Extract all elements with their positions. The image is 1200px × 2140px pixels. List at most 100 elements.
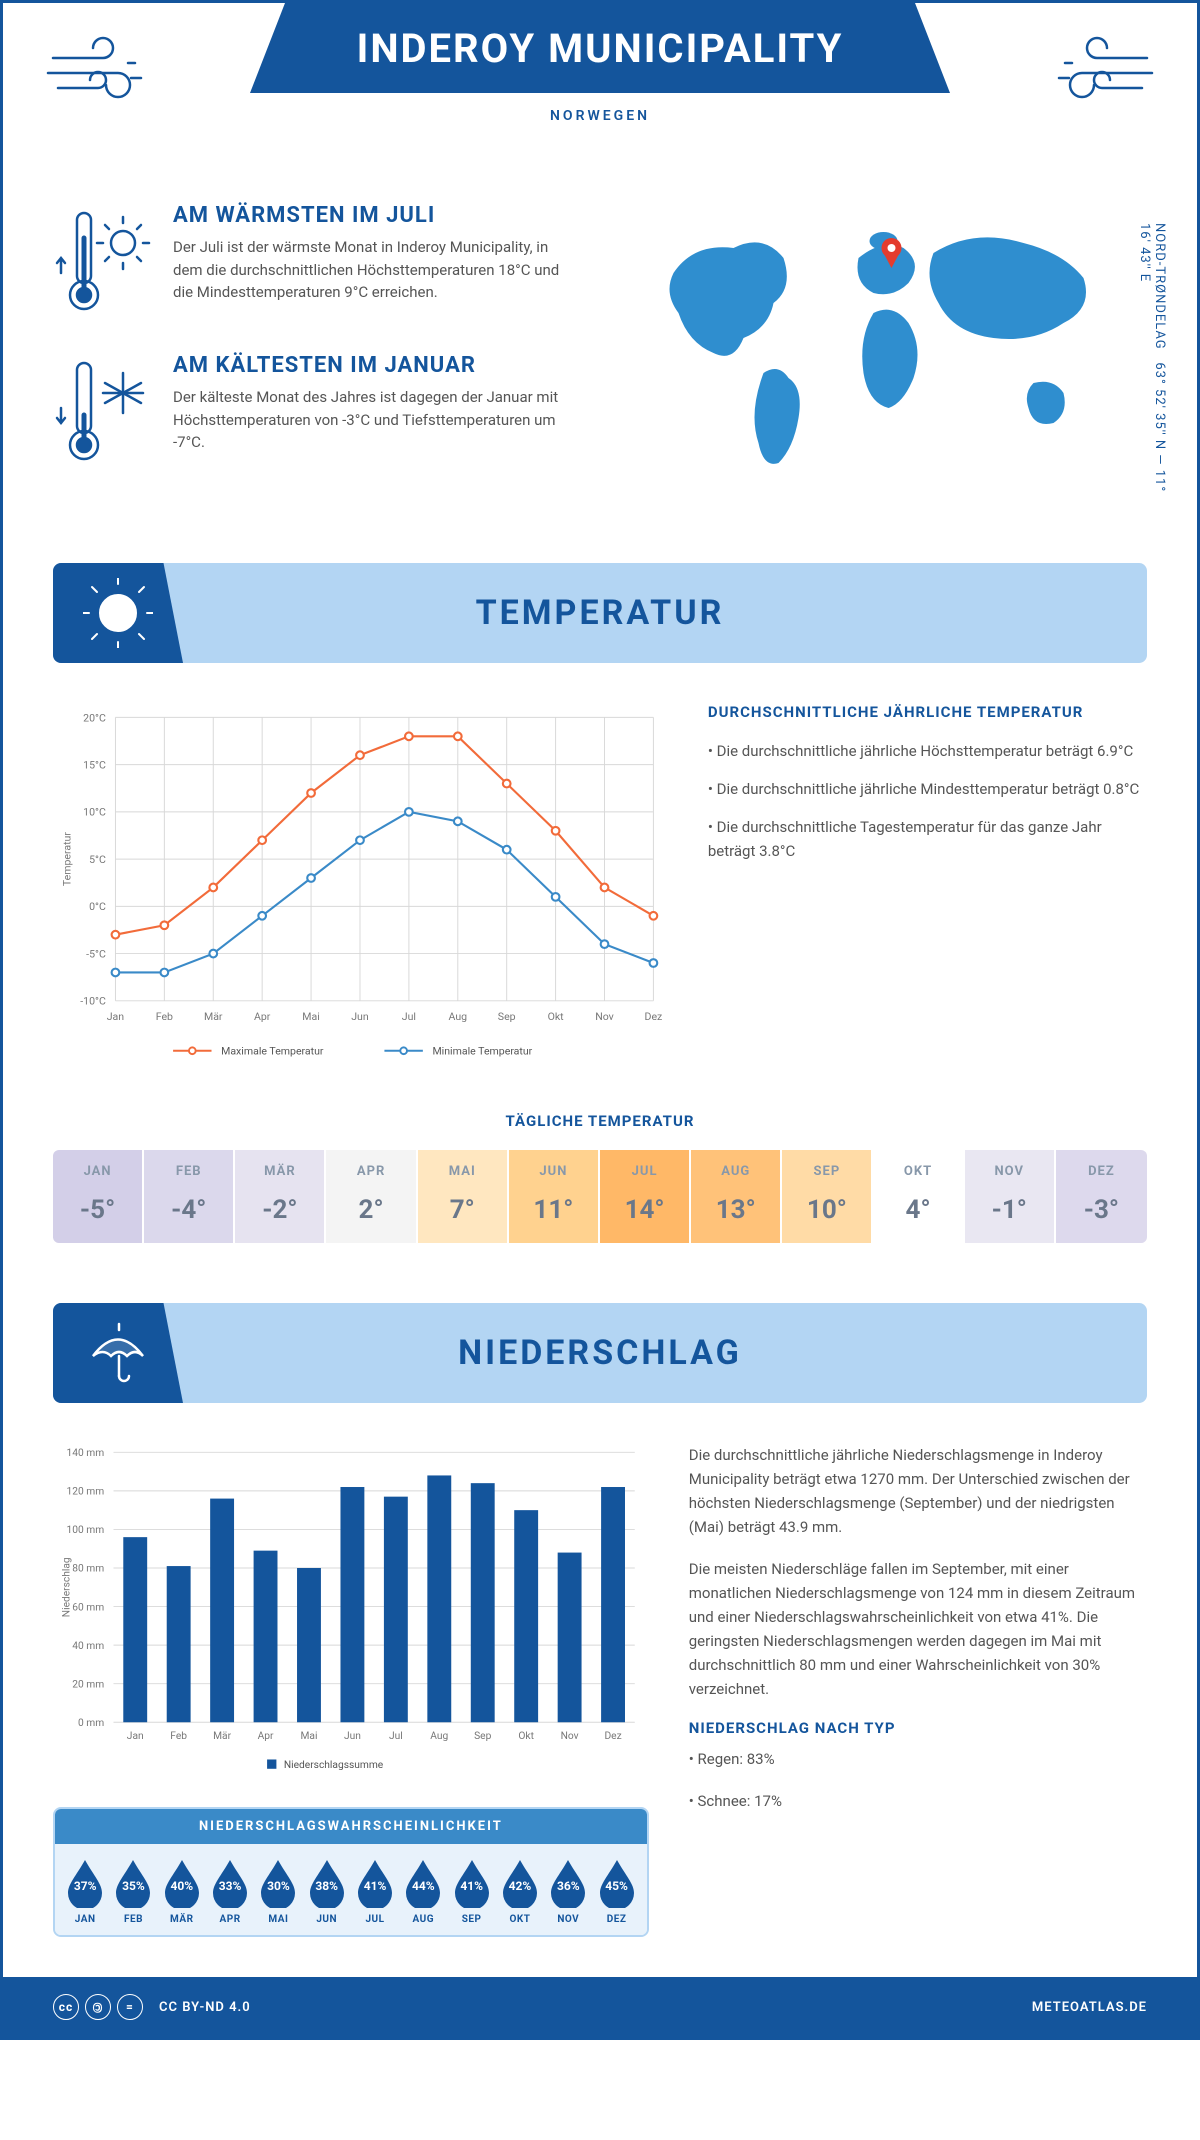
probability-cell: 42% OKT: [496, 1858, 544, 1925]
sun-icon: [53, 563, 183, 663]
footer: cc 🄯 = CC BY-ND 4.0 METEOATLAS.DE: [3, 1977, 1197, 2037]
daily-temp-cell: SEP10°: [782, 1150, 873, 1243]
svg-text:Nov: Nov: [561, 1731, 579, 1742]
umbrella-icon: [53, 1303, 183, 1403]
svg-text:Temperatur: Temperatur: [60, 832, 73, 887]
precip-body: 0 mm20 mm40 mm60 mm80 mm100 mm120 mm140 …: [3, 1423, 1197, 1977]
daily-temp-cell: JUN11°: [509, 1150, 600, 1243]
daily-temp-cell: MÄR-2°: [235, 1150, 326, 1243]
daily-temp-grid: JAN-5°FEB-4°MÄR-2°APR2°MAI7°JUN11°JUL14°…: [53, 1150, 1147, 1243]
thermometer-hot-icon: [53, 203, 153, 323]
svg-text:20°C: 20°C: [83, 711, 106, 724]
svg-text:Dez: Dez: [645, 1010, 663, 1023]
raindrop-icon: 36%: [547, 1858, 589, 1908]
svg-text:20 mm: 20 mm: [72, 1679, 104, 1690]
svg-text:80 mm: 80 mm: [72, 1564, 104, 1575]
subtitle: NORWEGEN: [550, 108, 650, 124]
daily-temp-cell: NOV-1°: [965, 1150, 1056, 1243]
daily-temp-heading: TÄGLICHE TEMPERATUR: [53, 1112, 1147, 1130]
svg-text:60 mm: 60 mm: [72, 1602, 104, 1613]
svg-text:Niederschlagssumme: Niederschlagssumme: [284, 1760, 384, 1771]
raindrop-icon: 35%: [112, 1858, 154, 1908]
infographic-container: INDEROY MUNICIPALITY NORWEGEN: [0, 0, 1200, 2040]
daily-temp-cell: APR2°: [326, 1150, 417, 1243]
precip-heading: NIEDERSCHLAG: [183, 1333, 1147, 1373]
svg-text:Jul: Jul: [402, 1010, 416, 1023]
svg-text:Nov: Nov: [595, 1010, 614, 1023]
probability-cell: 30% MAI: [254, 1858, 302, 1925]
svg-text:Jun: Jun: [344, 1731, 361, 1742]
probability-cell: 41% JUL: [351, 1858, 399, 1925]
temperature-line-chart: -10°C-5°C0°C5°C10°C15°C20°CJanFebMärAprM…: [53, 703, 668, 1072]
temperature-body: -10°C-5°C0°C5°C10°C15°C20°CJanFebMärAprM…: [3, 683, 1197, 1112]
svg-text:10°C: 10°C: [83, 806, 106, 819]
daily-temp-cell: DEZ-3°: [1056, 1150, 1147, 1243]
intro-section: AM WÄRMSTEN IM JULI Der Juli ist der wär…: [3, 183, 1197, 543]
svg-text:Dez: Dez: [604, 1731, 621, 1742]
raindrop-icon: 44%: [402, 1858, 444, 1908]
precip-bar-chart: 0 mm20 mm40 mm60 mm80 mm100 mm120 mm140 …: [53, 1443, 649, 1778]
daily-temp-cell: JAN-5°: [53, 1150, 144, 1243]
raindrop-icon: 37%: [64, 1858, 106, 1908]
coordinates-label: NORD-TRØNDELAG 63° 52' 35'' N — 11° 16' …: [1137, 223, 1167, 503]
probability-cell: 33% APR: [206, 1858, 254, 1925]
svg-text:Apr: Apr: [258, 1731, 274, 1742]
nd-icon: =: [117, 1994, 143, 2020]
svg-text:Minimale Temperatur: Minimale Temperatur: [432, 1045, 532, 1058]
warmest-title: AM WÄRMSTEN IM JULI: [173, 203, 580, 228]
svg-text:Aug: Aug: [430, 1731, 448, 1742]
probability-cell: 41% SEP: [447, 1858, 495, 1925]
warmest-block: AM WÄRMSTEN IM JULI Der Juli ist der wär…: [53, 203, 580, 323]
daily-temp-cell: AUG13°: [691, 1150, 782, 1243]
page-title: INDEROY MUNICIPALITY: [357, 25, 844, 72]
probability-grid: 37% JAN 35% FEB 40% MÄR 33% APR 30% MAI …: [55, 1844, 647, 1935]
svg-text:-5°C: -5°C: [86, 947, 106, 960]
svg-text:Mär: Mär: [213, 1731, 231, 1742]
probability-cell: 37% JAN: [61, 1858, 109, 1925]
wind-icon: [1037, 33, 1157, 113]
wind-icon: [43, 33, 163, 113]
world-map-icon: [620, 203, 1147, 483]
daily-temperature-block: TÄGLICHE TEMPERATUR JAN-5°FEB-4°MÄR-2°AP…: [3, 1112, 1197, 1283]
precip-left-column: 0 mm20 mm40 mm60 mm80 mm100 mm120 mm140 …: [53, 1443, 649, 1937]
svg-text:Feb: Feb: [156, 1010, 173, 1023]
svg-text:Mai: Mai: [302, 1010, 320, 1023]
raindrop-icon: 41%: [451, 1858, 493, 1908]
title-banner: INDEROY MUNICIPALITY: [250, 3, 950, 93]
thermometer-cold-icon: [53, 353, 153, 473]
svg-text:Sep: Sep: [498, 1010, 516, 1023]
coldest-block: AM KÄLTESTEN IM JANUAR Der kälteste Mona…: [53, 353, 580, 473]
probability-heading: NIEDERSCHLAGSWAHRSCHEINLICHKEIT: [55, 1809, 647, 1844]
probability-cell: 40% MÄR: [158, 1858, 206, 1925]
probability-cell: 38% JUN: [303, 1858, 351, 1925]
cc-icon: cc: [53, 1994, 79, 2020]
coldest-text: Der kälteste Monat des Jahres ist dagege…: [173, 386, 580, 454]
temperature-annual-text: DURCHSCHNITTLICHE JÄHRLICHE TEMPERATUR •…: [708, 703, 1147, 1072]
svg-text:Jun: Jun: [351, 1010, 369, 1023]
precip-section-header: NIEDERSCHLAG: [53, 1303, 1147, 1403]
raindrop-icon: 30%: [257, 1858, 299, 1908]
svg-text:5°C: 5°C: [89, 853, 106, 866]
svg-text:Aug: Aug: [449, 1010, 468, 1023]
map-column: NORD-TRØNDELAG 63° 52' 35'' N — 11° 16' …: [620, 203, 1147, 503]
svg-text:100 mm: 100 mm: [67, 1525, 105, 1536]
raindrop-icon: 42%: [499, 1858, 541, 1908]
raindrop-icon: 41%: [354, 1858, 396, 1908]
svg-text:Jan: Jan: [127, 1731, 144, 1742]
license-text: CC BY-ND 4.0: [159, 2000, 251, 2015]
precip-probability-box: NIEDERSCHLAGSWAHRSCHEINLICHKEIT 37% JAN …: [53, 1807, 649, 1937]
raindrop-icon: 33%: [209, 1858, 251, 1908]
intro-text-column: AM WÄRMSTEN IM JULI Der Juli ist der wär…: [53, 203, 580, 503]
svg-text:0°C: 0°C: [89, 900, 106, 913]
daily-temp-cell: FEB-4°: [144, 1150, 235, 1243]
temperature-heading: TEMPERATUR: [183, 593, 1147, 633]
svg-text:Jul: Jul: [389, 1731, 403, 1742]
coldest-title: AM KÄLTESTEN IM JANUAR: [173, 353, 580, 378]
svg-text:Sep: Sep: [474, 1731, 491, 1742]
probability-cell: 35% FEB: [109, 1858, 157, 1925]
warmest-text: Der Juli ist der wärmste Monat in Indero…: [173, 236, 580, 304]
temperature-section-header: TEMPERATUR: [53, 563, 1147, 663]
svg-text:Jan: Jan: [107, 1010, 125, 1023]
probability-cell: 45% DEZ: [592, 1858, 640, 1925]
svg-text:-10°C: -10°C: [80, 995, 106, 1008]
